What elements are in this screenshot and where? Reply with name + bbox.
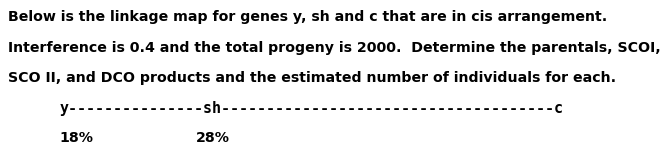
Text: SCO II, and DCO products and the estimated number of individuals for each.: SCO II, and DCO products and the estimat… <box>8 71 616 85</box>
Text: y---------------sh-------------------------------------c: y---------------sh----------------------… <box>60 102 564 116</box>
Text: 18%: 18% <box>60 130 94 145</box>
Text: Below is the linkage map for genes y, sh and c that are in cis arrangement.: Below is the linkage map for genes y, sh… <box>8 10 607 24</box>
Text: 28%: 28% <box>196 130 230 145</box>
Text: Interference is 0.4 and the total progeny is 2000.  Determine the parentals, SCO: Interference is 0.4 and the total progen… <box>8 41 661 55</box>
